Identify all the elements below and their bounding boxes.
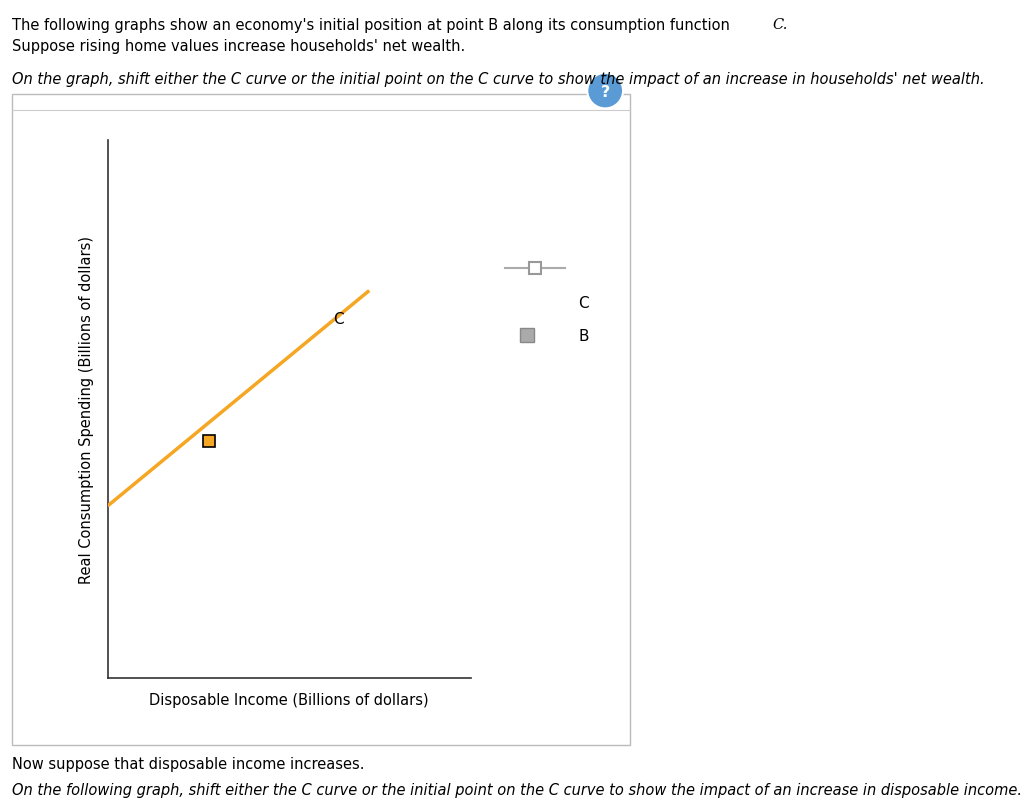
Text: C: C xyxy=(333,311,343,326)
Circle shape xyxy=(588,74,623,109)
Text: Suppose rising home values increase households' net wealth.: Suppose rising home values increase hous… xyxy=(12,39,466,54)
Text: On the graph, shift either the C curve or the initial point on the C curve to sh: On the graph, shift either the C curve o… xyxy=(12,72,985,88)
Text: Now suppose that disposable income increases.: Now suppose that disposable income incre… xyxy=(12,756,365,772)
Text: ?: ? xyxy=(600,85,610,100)
Text: C: C xyxy=(579,296,589,311)
Y-axis label: Real Consumption Spending (Billions of dollars): Real Consumption Spending (Billions of d… xyxy=(79,236,93,583)
Text: The following graphs show an economy's initial position at point B along its con: The following graphs show an economy's i… xyxy=(12,18,735,33)
X-axis label: Disposable Income (Billions of dollars): Disposable Income (Billions of dollars) xyxy=(150,692,429,707)
Text: B: B xyxy=(579,328,589,343)
Text: On the following graph, shift either the C curve or the initial point on the C c: On the following graph, shift either the… xyxy=(12,782,1022,797)
Text: C.: C. xyxy=(772,18,787,31)
